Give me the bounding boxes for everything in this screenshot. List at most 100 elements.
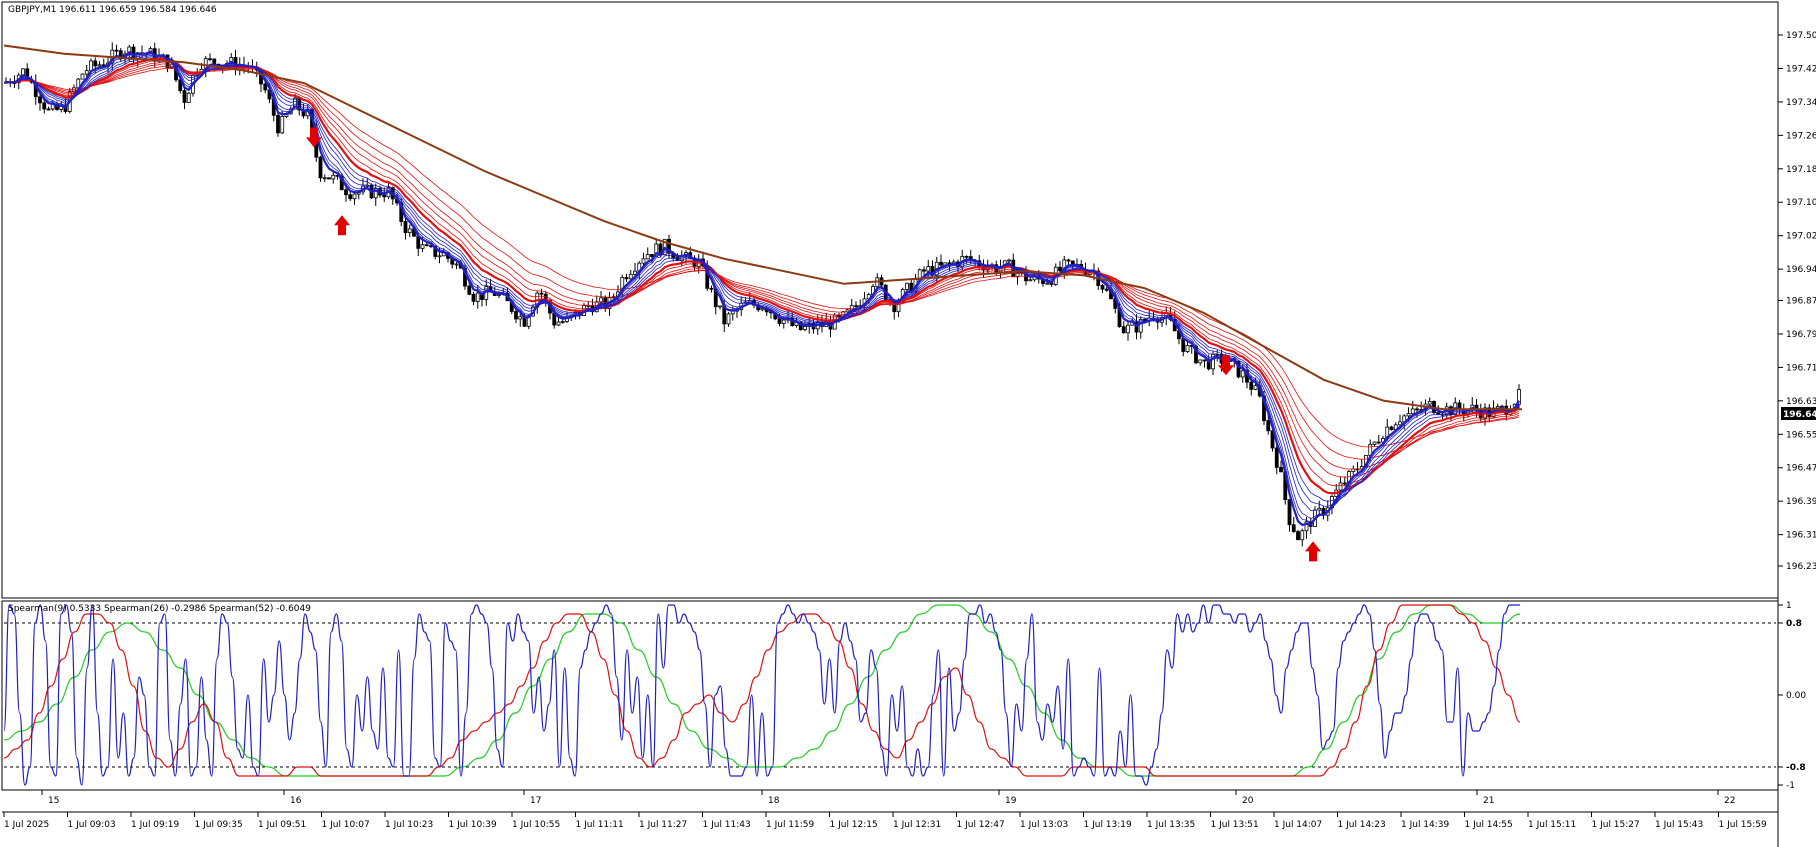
time-tick-label: 1 Jul 12:47 [957,820,1005,830]
candle-body [709,287,714,290]
price-tick-label: 196.790 [1786,330,1816,340]
candle-body [344,189,348,196]
candle-body [1389,426,1394,430]
candle-body [718,305,722,308]
candle-body [1372,441,1377,445]
time-tick-label: 1 Jul 14:55 [1465,820,1513,830]
price-tick-label: 197.425 [1786,64,1816,74]
candle-body [293,97,297,110]
candle-body [1415,408,1419,411]
time-tick-label: 1 Jul 15:27 [1592,820,1640,830]
candle-body [407,228,412,234]
price-tick-label: 197.185 [1786,165,1816,175]
candle-body [556,321,561,326]
candle-body [1376,441,1381,444]
candle-body [645,254,650,260]
time-tick-label: 1 Jul 2025 [4,820,49,830]
period-label: 18 [768,796,780,806]
candle-body [539,292,544,295]
spearman-line [3,604,1521,786]
candle-body [89,60,93,72]
indicator-header: Spearman(9) 0.5333 Spearman(26) -0.2986 … [8,604,311,614]
candle-body [964,255,969,258]
time-axis-ticks: 1 Jul 2025 1 Jul 09:03 1 Jul 09:19 1 Jul 09… [3,812,1768,830]
candle-body [322,177,327,180]
price-tick-label: 196.235 [1786,562,1816,572]
candle-body [1427,400,1432,405]
candle-body [352,193,357,200]
time-tick-label: 1 Jul 09:19 [131,820,180,830]
moving-average-ribbons [5,50,1520,527]
time-tick-label: 1 Jul 15:59 [1719,820,1768,830]
candle-body [1291,524,1296,533]
time-tick-label: 1 Jul 14:23 [1338,820,1386,830]
time-tick-label: 1 Jul 10:55 [512,820,560,830]
candle-body [182,90,187,103]
time-tick-label: 1 Jul 11:43 [703,820,751,830]
time-tick-label: 1 Jul 12:31 [893,820,941,830]
candle-body [624,277,629,280]
fast-ema-line [5,50,1520,527]
candle-body [1410,408,1415,415]
candle-body [1296,531,1300,541]
candle-body [1181,338,1186,352]
candle-body [348,194,353,200]
candle-body [93,60,98,67]
price-tick-label: 196.310 [1786,531,1816,541]
candle-body [437,255,442,258]
period-label: 20 [1242,796,1254,806]
candle-body [1253,385,1258,390]
candle-body [1028,279,1033,282]
sell-arrow-icon [306,127,322,148]
period-label: 22 [1724,796,1735,806]
time-tick-label: 1 Jul 11:27 [639,820,687,830]
candle-body [1198,359,1203,364]
candle-body [667,238,671,254]
candle-body [1287,499,1292,526]
candle-body [1185,345,1190,352]
candle-body [420,244,425,249]
price-tick-label: 197.265 [1786,131,1816,141]
indicator-axis-ticks: 1 0.8 0.00 -0.8 -1 [1778,601,1806,791]
candle-body [641,258,646,264]
candle-body [518,316,523,320]
price-tick-label: 197.345 [1786,98,1816,108]
candle-body [42,102,47,110]
candle-body [1236,360,1241,378]
candle-body [854,305,858,308]
candle-body [471,293,476,302]
candle-body [280,116,285,134]
spearman-line [3,604,1521,777]
time-tick-label: 1 Jul 09:51 [258,820,306,830]
candle-body [926,266,931,272]
candle-body [922,269,926,272]
candle-body [97,64,102,67]
candle-body [382,194,387,198]
candle-body [1249,381,1254,390]
candle-body [628,273,633,280]
buy-arrow-icon [334,215,350,236]
candle-body [212,58,217,65]
candle-body [467,285,472,295]
candle-body [114,49,119,52]
price-tick-label: 197.105 [1786,198,1816,208]
time-tick-label: 1 Jul 09:03 [68,820,116,830]
period-label: 19 [1005,796,1017,806]
candle-body [1398,421,1402,426]
indicator-tick-label: 1 [1786,601,1792,611]
candle-body [454,263,459,266]
time-tick-label: 1 Jul 13:19 [1084,820,1133,830]
candle-body [1126,324,1130,334]
time-tick-label: 1 Jul 10:23 [385,820,433,830]
time-tick-label: 1 Jul 13:35 [1147,820,1195,830]
candle-body [186,92,191,103]
trend-ma-line [3,44,1522,411]
candle-body [939,261,943,266]
current-price-badge-label: 196.646 [1783,410,1816,420]
candle-body [1066,259,1071,262]
candle-body [38,96,42,104]
spearman-lines [3,604,1521,786]
indicator-tick-label: 0.00 [1786,691,1806,701]
